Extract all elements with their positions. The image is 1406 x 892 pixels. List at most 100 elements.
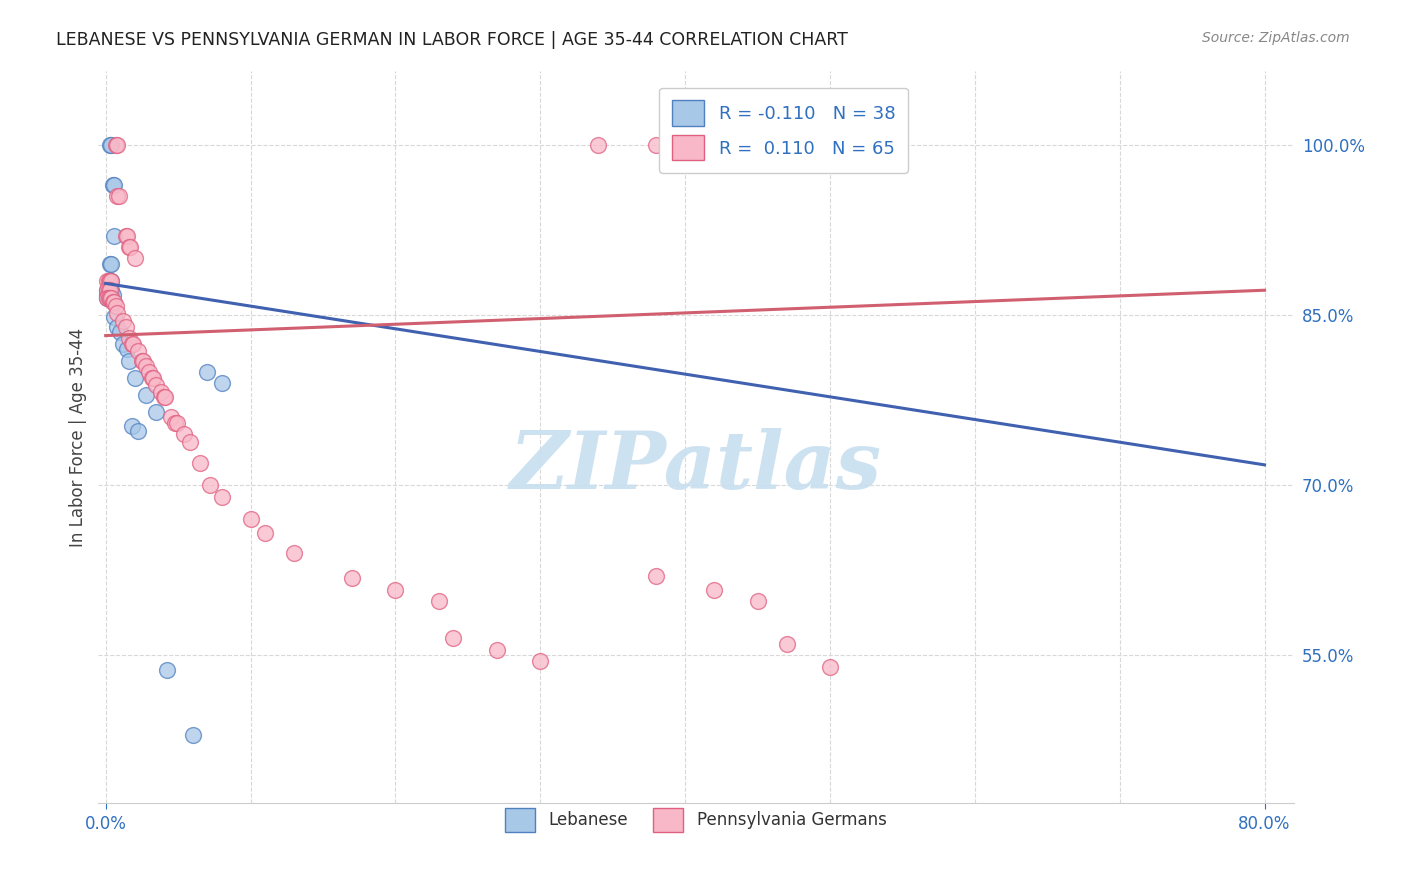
- Point: [529, 654, 551, 668]
- Point: [103, 294, 125, 309]
- Point: [98, 138, 121, 153]
- Point: [131, 353, 153, 368]
- Point: [97, 274, 120, 288]
- Point: [100, 274, 122, 288]
- Point: [155, 663, 177, 677]
- Point: [124, 252, 146, 266]
- Point: [138, 365, 160, 379]
- Point: [107, 189, 129, 203]
- Point: [103, 310, 125, 325]
- Point: [165, 416, 187, 430]
- Point: [181, 728, 204, 742]
- Point: [105, 189, 128, 203]
- Y-axis label: In Labor Force | Age 35-44: In Labor Force | Age 35-44: [69, 327, 87, 547]
- Point: [149, 385, 172, 400]
- Point: [121, 336, 143, 351]
- Point: [100, 274, 122, 288]
- Point: [384, 582, 406, 597]
- Point: [195, 365, 218, 379]
- Point: [141, 370, 163, 384]
- Point: [211, 490, 233, 504]
- Point: [100, 291, 122, 305]
- Point: [121, 419, 143, 434]
- Point: [142, 370, 165, 384]
- Point: [96, 291, 118, 305]
- Point: [101, 287, 124, 301]
- Point: [115, 228, 138, 243]
- Point: [96, 291, 118, 305]
- Point: [132, 353, 155, 368]
- Point: [98, 257, 121, 271]
- Point: [98, 291, 121, 305]
- Text: Source: ZipAtlas.com: Source: ZipAtlas.com: [1202, 31, 1350, 45]
- Point: [97, 283, 120, 297]
- Point: [122, 336, 145, 351]
- Point: [100, 287, 122, 301]
- Point: [103, 228, 125, 243]
- Point: [98, 283, 121, 297]
- Point: [441, 632, 464, 646]
- Point: [135, 387, 157, 401]
- Point: [775, 637, 797, 651]
- Point: [818, 659, 841, 673]
- Point: [98, 283, 121, 297]
- Point: [427, 594, 450, 608]
- Point: [179, 435, 201, 450]
- Point: [145, 378, 167, 392]
- Point: [97, 291, 120, 305]
- Text: ZIPatlas: ZIPatlas: [510, 427, 882, 505]
- Point: [747, 594, 769, 608]
- Point: [115, 319, 138, 334]
- Text: LEBANESE VS PENNSYLVANIA GERMAN IN LABOR FORCE | AGE 35-44 CORRELATION CHART: LEBANESE VS PENNSYLVANIA GERMAN IN LABOR…: [56, 31, 848, 49]
- Point: [96, 283, 118, 297]
- Point: [112, 336, 135, 351]
- Point: [145, 404, 167, 418]
- Point: [98, 274, 121, 288]
- Point: [160, 410, 183, 425]
- Point: [153, 390, 176, 404]
- Point: [117, 342, 139, 356]
- Point: [100, 138, 122, 153]
- Point: [112, 314, 135, 328]
- Point: [188, 456, 211, 470]
- Point: [283, 546, 305, 560]
- Point: [101, 178, 124, 192]
- Point: [98, 291, 121, 305]
- Point: [253, 525, 276, 540]
- Point: [98, 287, 121, 301]
- Point: [166, 416, 188, 430]
- Legend: Lebanese, Pennsylvania Germans: Lebanese, Pennsylvania Germans: [499, 801, 893, 838]
- Point: [485, 642, 508, 657]
- Point: [127, 424, 149, 438]
- Point: [97, 274, 120, 288]
- Point: [100, 257, 122, 271]
- Point: [97, 291, 120, 305]
- Point: [105, 306, 128, 320]
- Point: [105, 319, 128, 334]
- Point: [239, 512, 262, 526]
- Point: [586, 138, 609, 153]
- Point: [100, 283, 122, 297]
- Point: [152, 390, 174, 404]
- Point: [645, 569, 668, 583]
- Point: [105, 138, 128, 153]
- Point: [103, 178, 125, 192]
- Point: [645, 138, 668, 153]
- Point: [96, 283, 118, 297]
- Point: [120, 240, 142, 254]
- Point: [124, 370, 146, 384]
- Point: [97, 287, 120, 301]
- Point: [118, 240, 141, 254]
- Point: [118, 331, 141, 345]
- Point: [127, 344, 149, 359]
- Point: [97, 283, 120, 297]
- Point: [340, 571, 363, 585]
- Point: [118, 353, 141, 368]
- Point: [96, 287, 118, 301]
- Point: [117, 228, 139, 243]
- Point: [104, 138, 127, 153]
- Point: [703, 582, 725, 597]
- Point: [135, 359, 157, 374]
- Point: [104, 299, 127, 313]
- Point: [101, 294, 124, 309]
